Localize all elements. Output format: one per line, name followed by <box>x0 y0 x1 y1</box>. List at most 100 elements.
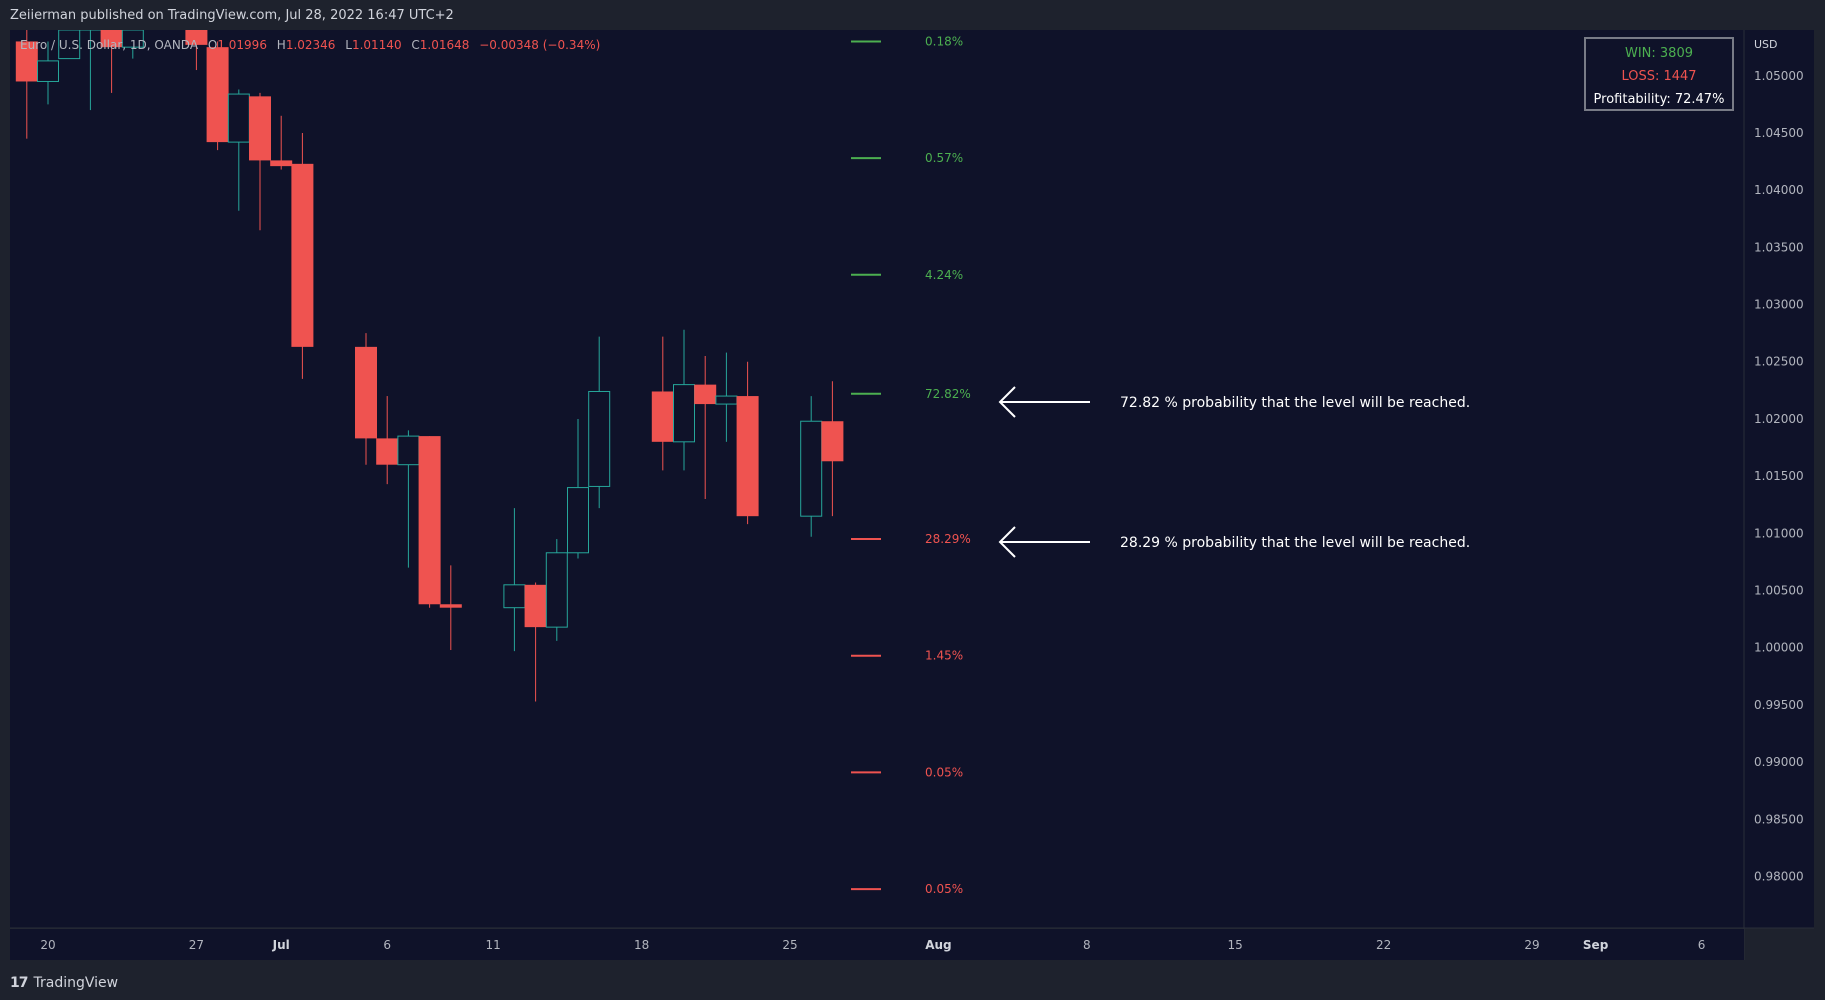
level-label: 4.24% <box>925 268 963 282</box>
candle <box>37 41 59 105</box>
price-tick: 1.01500 <box>1754 469 1804 483</box>
currency-label: USD <box>1754 38 1778 51</box>
candle <box>121 24 144 59</box>
candle <box>270 115 293 170</box>
candle-body <box>291 163 314 347</box>
legend-high-label: H <box>277 38 286 52</box>
candle <box>439 565 462 651</box>
candle-body <box>376 438 399 465</box>
time-tick: 8 <box>1083 938 1091 952</box>
legend-close-label: C <box>411 38 419 52</box>
candle-body <box>121 29 144 48</box>
time-tick: 6 <box>383 938 391 952</box>
time-axis[interactable]: 20 27 Jul 6 11 18 25 Aug 8 15 22 29 Sep 6 <box>40 938 1705 952</box>
candle-body <box>355 346 377 439</box>
time-tick: 18 <box>634 938 649 952</box>
candle-body <box>397 435 420 466</box>
price-tick: 1.04500 <box>1754 126 1804 140</box>
candle-body <box>736 396 759 517</box>
tradingview-logo-icon: 17 <box>10 975 29 991</box>
symbol-legend[interactable]: Euro / U.S. Dollar, 1D, OANDA O1.01996 H… <box>20 38 600 52</box>
candle-body <box>270 160 293 167</box>
candle <box>545 539 568 641</box>
price-tick: 1.00000 <box>1754 641 1804 655</box>
price-tick: 1.00500 <box>1754 584 1804 598</box>
time-tick: 20 <box>40 938 55 952</box>
annotation-text-upper: 72.82 % probability that the level will … <box>1120 395 1470 411</box>
candle <box>673 329 695 471</box>
arrow-left-icon <box>998 386 1016 418</box>
legend-text: Euro / U.S. Dollar, 1D, OANDA O1.01996 H… <box>20 38 600 52</box>
candle-body <box>673 384 695 443</box>
price-tick: 0.99000 <box>1754 755 1804 769</box>
tradingview-brand: TradingView <box>33 975 119 991</box>
stats-box: WIN: 3809 LOSS: 1447 Profitability: 72.4… <box>1584 37 1734 111</box>
candle-body <box>206 47 229 143</box>
legend-close-value: 1.01648 <box>420 38 470 52</box>
time-axis-background <box>10 929 1744 960</box>
legend-symbol: Euro / U.S. Dollar, 1D, OANDA <box>20 38 199 52</box>
candle-body <box>651 391 674 442</box>
level-label: 0.57% <box>925 151 963 165</box>
annotation-text-lower: 28.29 % probability that the level will … <box>1120 535 1470 551</box>
legend-change: −0.00348 (−0.34%) <box>479 38 600 52</box>
time-tick: 29 <box>1524 938 1539 952</box>
candle-body <box>439 604 462 608</box>
candle-body <box>58 29 81 60</box>
candle <box>694 356 717 500</box>
levels-layer: 0.18% 0.57% 4.24% 72.82% 28.29% 1.45% 0.05% 0.0… <box>851 34 971 896</box>
time-tick: Sep <box>1583 938 1609 952</box>
annotation-upper: 72.82 % probability that the level will … <box>998 386 1470 418</box>
candle <box>418 436 441 608</box>
price-tick: 1.05000 <box>1754 69 1804 83</box>
candle <box>376 396 399 485</box>
candle <box>651 336 674 471</box>
candle <box>567 418 589 559</box>
level-label: 0.05% <box>925 765 963 779</box>
chart-area[interactable]: 0.18% 0.57% 4.24% 72.82% 28.29% 1.45% 0.05% 0.0… <box>0 23 1814 960</box>
candle-body <box>715 395 738 405</box>
legend-low-value: 1.01140 <box>352 38 402 52</box>
stats-profitability: Profitability: 72.47% <box>1594 92 1725 107</box>
level-label: 0.18% <box>925 34 963 48</box>
price-tick: 1.04000 <box>1754 183 1804 197</box>
time-tick: 27 <box>189 938 204 952</box>
candle-body <box>694 384 717 405</box>
price-axis-background <box>1744 30 1814 928</box>
candle-body <box>249 96 271 161</box>
candle <box>736 361 759 525</box>
candle <box>800 396 823 537</box>
candle-body <box>185 24 208 45</box>
chart-svg[interactable]: 0.18% 0.57% 4.24% 72.82% 28.29% 1.45% 0.05% 0.0… <box>0 23 1814 960</box>
candle-body <box>418 436 441 605</box>
plot-background <box>10 30 1744 928</box>
footer-bar: 17 TradingView <box>0 963 1825 1000</box>
arrow-left-icon <box>998 526 1016 558</box>
annotation-lower: 28.29 % probability that the level will … <box>998 526 1470 558</box>
candle <box>15 24 38 139</box>
candles-layer <box>15 23 844 702</box>
level-label: 72.82% <box>925 387 971 401</box>
price-tick: 1.01000 <box>1754 526 1804 540</box>
level-label: 28.29% <box>925 532 971 546</box>
time-tick: Aug <box>925 938 951 952</box>
candle <box>291 132 314 379</box>
legend-open-label: O <box>208 38 217 52</box>
candle <box>185 24 208 71</box>
candle-body <box>545 552 568 628</box>
price-tick: 1.02000 <box>1754 412 1804 426</box>
stats-box-frame <box>1584 37 1734 111</box>
candle-body <box>227 93 250 143</box>
candle <box>821 381 844 517</box>
tradingview-logo[interactable]: 17 TradingView <box>10 975 118 991</box>
header-bar: Zeiierman published on TradingView.com, … <box>0 0 1825 30</box>
candle <box>58 24 81 60</box>
candle-body <box>524 584 547 628</box>
price-axis[interactable]: 1.05000 1.04500 1.04000 1.03500 1.03000 1.025… <box>1754 69 1804 884</box>
time-tick: 15 <box>1228 938 1243 952</box>
price-tick: 0.98500 <box>1754 812 1804 826</box>
price-tick: 1.02500 <box>1754 355 1804 369</box>
level-label: 1.45% <box>925 649 963 663</box>
stats-win: WIN: 3809 <box>1625 46 1693 61</box>
price-tick: 1.03000 <box>1754 298 1804 312</box>
